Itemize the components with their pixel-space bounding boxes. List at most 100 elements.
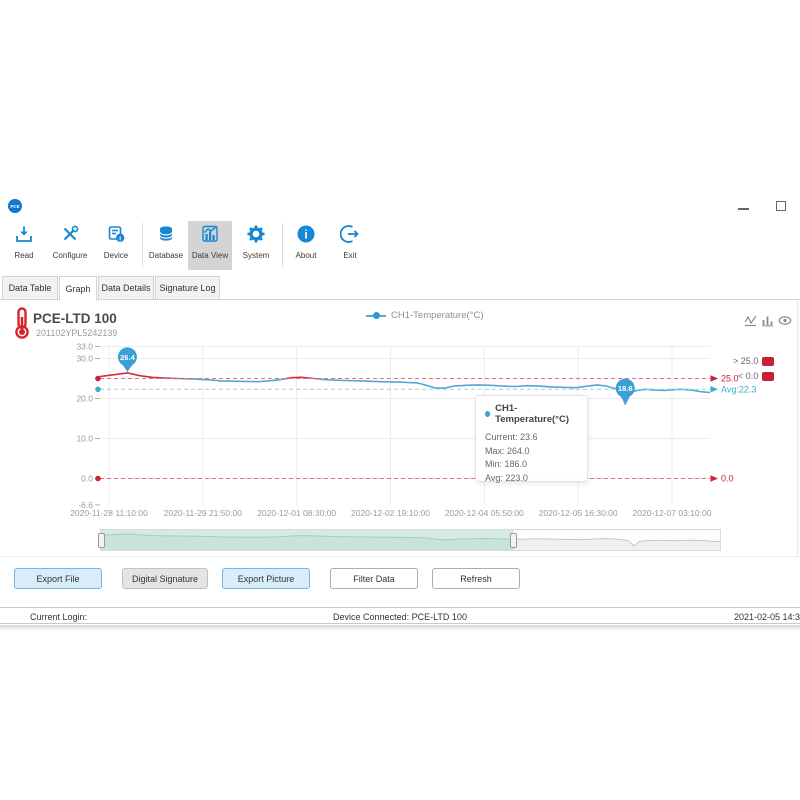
y-tick-label: 0.0 — [81, 474, 93, 484]
panel-divider — [0, 556, 800, 557]
mark-line-label: 0.0 — [721, 474, 734, 484]
toolbar-item-system[interactable]: System — [234, 221, 278, 270]
tooltip-current: Current: 23.6 — [485, 432, 538, 442]
tab-bar: Data Table Graph Data Details Signature … — [0, 275, 800, 301]
legend-label: CH1-Temperature(°C) — [391, 310, 484, 321]
mark-line-dot — [95, 386, 101, 393]
toolbar-item-data-view[interactable]: Data View — [188, 221, 232, 270]
export-picture-button[interactable]: Export Picture — [222, 568, 310, 589]
x-tick-label: 2020-12-02 19:10:00 — [351, 508, 430, 518]
button-label: Filter Data — [353, 573, 395, 584]
button-label: Export File — [36, 573, 80, 584]
temperature-chart[interactable]: 2020-11-28 11:10:00 2020-11-29 21:50:00 20… — [0, 335, 800, 525]
mark-point-pin — [615, 378, 635, 398]
x-tick-label: 2020-12-04 05:50:00 — [445, 508, 524, 518]
x-tick-label: 2020-12-05 16:30:00 — [539, 508, 618, 518]
legend-line-icon — [366, 312, 386, 319]
lower-limit-color-swatch — [762, 371, 775, 381]
toolbar-label: Read — [14, 251, 34, 260]
datazoom-mini-chart — [101, 530, 720, 550]
export-file-button[interactable]: Export File — [14, 568, 102, 589]
maximize-icon[interactable] — [776, 201, 786, 211]
tooltip-min: Min: 186.0 — [485, 459, 528, 469]
filter-data-button[interactable]: Filter Data — [330, 568, 418, 589]
status-current-login: Current Login: — [30, 612, 88, 622]
toolbar-label: Configure — [52, 251, 88, 260]
x-tick-label: 2020-11-29 21:50:00 — [164, 508, 243, 518]
tooltip-title: CH1-Temperature(°C) — [495, 403, 570, 425]
chart-tooltip: CH1-Temperature(°C) Current: 23.6 Max: 2… — [475, 395, 588, 483]
toolbar-item-read[interactable]: Read — [4, 221, 44, 270]
button-label: Refresh — [460, 573, 492, 584]
mini-line — [101, 533, 720, 547]
mark-point-label: 18.6 — [618, 384, 633, 393]
mark-line-dot — [95, 475, 101, 482]
window-shadow — [0, 625, 800, 631]
toolbar-label: Device — [103, 251, 129, 260]
about-icon: i — [296, 224, 316, 249]
datazoom-handle-right[interactable] — [510, 533, 518, 548]
lower-limit-label: < 0.0 — [738, 371, 759, 381]
mark-line-arrow — [710, 475, 718, 482]
toolbar-separator — [282, 223, 283, 267]
toolbar-item-about[interactable]: i About — [286, 221, 326, 270]
toolbar-item-database[interactable]: Database — [146, 221, 186, 270]
status-datetime: 2021-02-05 14:35:12 — [734, 612, 800, 622]
datazoom-slider[interactable] — [97, 529, 721, 551]
svg-text:i: i — [304, 228, 307, 242]
mark-point-pin — [117, 347, 137, 367]
tab-label: Data Table — [8, 283, 52, 293]
svg-text:i: i — [119, 235, 121, 242]
configure-icon — [60, 224, 80, 249]
data-view-icon — [200, 224, 220, 249]
button-label: Digital Signature — [131, 573, 199, 584]
bar-chart-icon[interactable] — [761, 314, 774, 332]
chart-area: 2020-11-28 11:10:00 2020-11-29 21:50:00 20… — [0, 335, 800, 565]
toolbar-label: About — [295, 251, 317, 260]
mark-line-arrow — [710, 375, 718, 382]
tab-label: Signature Log — [159, 283, 216, 293]
tab-signature-log[interactable]: Signature Log — [155, 276, 220, 299]
mark-line-label: 25.0 — [721, 374, 739, 384]
tab-data-table[interactable]: Data Table — [2, 276, 58, 299]
x-tick-label: 2020-12-07 03:10:00 — [633, 508, 712, 518]
tooltip-avg: Avg: 223.0 — [485, 472, 528, 483]
chart-legend-item[interactable]: CH1-Temperature(°C) — [366, 310, 484, 321]
toolbar-label: Exit — [343, 251, 357, 260]
exit-icon — [339, 224, 360, 249]
lower-limit-legend: < 0.0 — [738, 371, 775, 381]
device-serial: 201102YPL5242139 — [36, 328, 118, 338]
refresh-button[interactable]: Refresh — [432, 568, 520, 589]
upper-limit-color-swatch — [762, 356, 775, 366]
upper-limit-legend: > 25.0 — [733, 356, 775, 366]
tab-label: Graph — [65, 284, 91, 294]
toolbar-item-exit[interactable]: Exit — [328, 221, 372, 270]
button-label: Export Picture — [237, 573, 295, 584]
eye-icon[interactable] — [778, 314, 792, 332]
digital-signature-button[interactable]: Digital Signature — [122, 568, 208, 589]
toolbar-item-configure[interactable]: Configure — [46, 221, 94, 270]
chart-toolbox — [744, 314, 792, 332]
toolbar-item-device[interactable]: i Device — [94, 221, 138, 270]
x-tick-label: 2020-11-28 11:10:00 — [70, 508, 148, 518]
datazoom-selected-range[interactable] — [101, 530, 514, 550]
y-tick-label: -6.6 — [78, 500, 93, 510]
toolbar-label: Database — [148, 251, 184, 260]
y-tick-label: 30.0 — [76, 354, 93, 364]
window-right-edge — [797, 300, 798, 556]
y-tick-label: 10.0 — [76, 434, 93, 444]
upper-limit-label: > 25.0 — [733, 356, 759, 366]
minimize-icon[interactable] — [738, 208, 749, 210]
device-icon: i — [106, 224, 126, 249]
tab-label: Data Details — [101, 283, 151, 293]
database-icon — [156, 224, 176, 249]
mini-area — [101, 533, 720, 550]
tab-graph[interactable]: Graph — [59, 276, 97, 301]
mark-line-dot — [95, 375, 101, 382]
datazoom-handle-left[interactable] — [97, 533, 105, 548]
line-chart-icon[interactable] — [744, 314, 757, 332]
toolbar-label: Data View — [191, 251, 229, 260]
mark-line-arrow — [710, 386, 718, 393]
mark-point-label: 26.4 — [120, 353, 135, 362]
tab-data-details[interactable]: Data Details — [98, 276, 154, 299]
